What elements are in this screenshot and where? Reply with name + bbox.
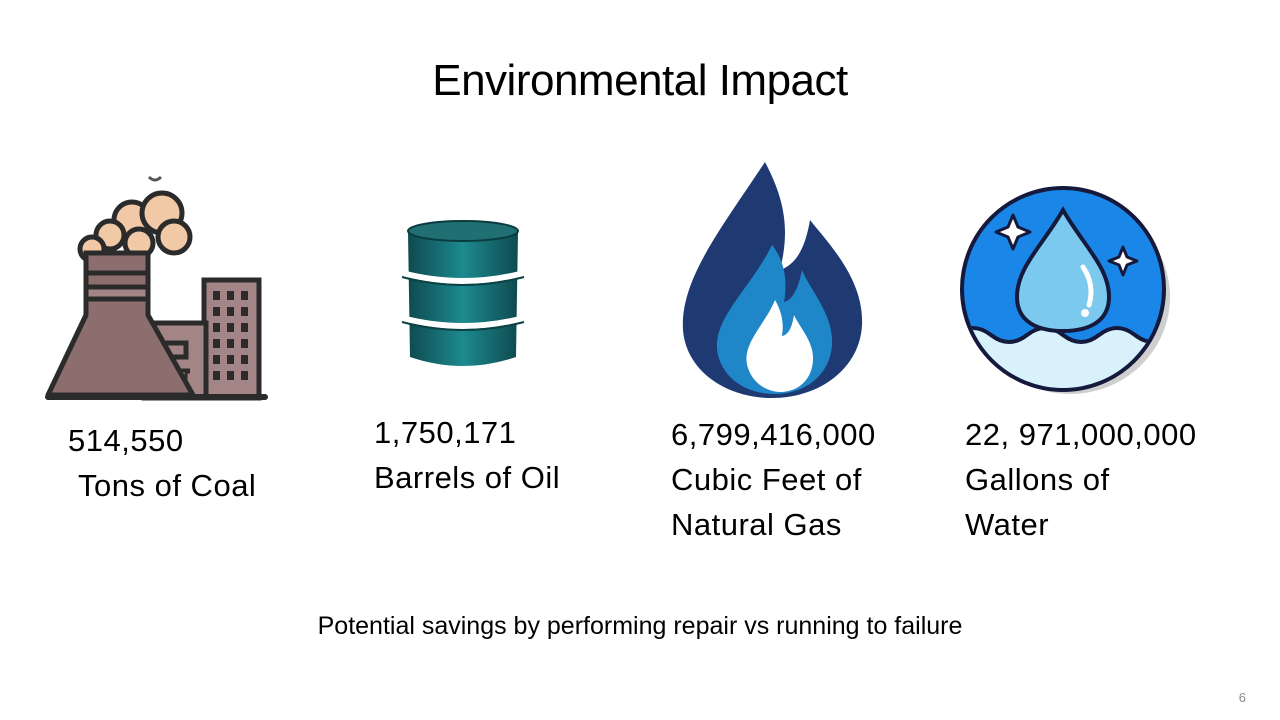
coal-power-plant-icon (45, 175, 268, 401)
slide-footer-caption: Potential savings by performing repair v… (317, 612, 963, 640)
stat-coal: 514,550 Tons of Coal (68, 418, 256, 508)
stat-gas-label-line1: Cubic Feet of (671, 462, 862, 497)
stat-water-label-line2: Water (965, 507, 1050, 542)
stat-water-label-line1: Gallons of (965, 462, 1110, 497)
slide-number: 6 (1238, 690, 1246, 705)
slide-title: Environmental Impact (432, 56, 848, 105)
stat-coal-value: 514,550 (68, 423, 184, 458)
oil-barrel-icon (401, 220, 525, 366)
stat-coal-label: Tons of Coal (78, 468, 257, 503)
stat-gas-label-line2: Natural Gas (671, 507, 842, 542)
gas-flame-icon (682, 162, 863, 398)
stat-oil-label: Barrels of Oil (374, 460, 561, 495)
water-drop-icon (960, 186, 1170, 394)
stat-water-value: 22, 971,000,000 (965, 417, 1197, 452)
stat-oil-value: 1,750,171 (374, 415, 517, 450)
stat-oil: 1,750,171 Barrels of Oil (374, 410, 560, 500)
stat-gas-value: 6,799,416,000 (671, 417, 876, 452)
stat-natural-gas: 6,799,416,000 Cubic Feet of Natural Gas (671, 412, 876, 547)
stat-water: 22, 971,000,000 Gallons of Water (965, 412, 1197, 547)
